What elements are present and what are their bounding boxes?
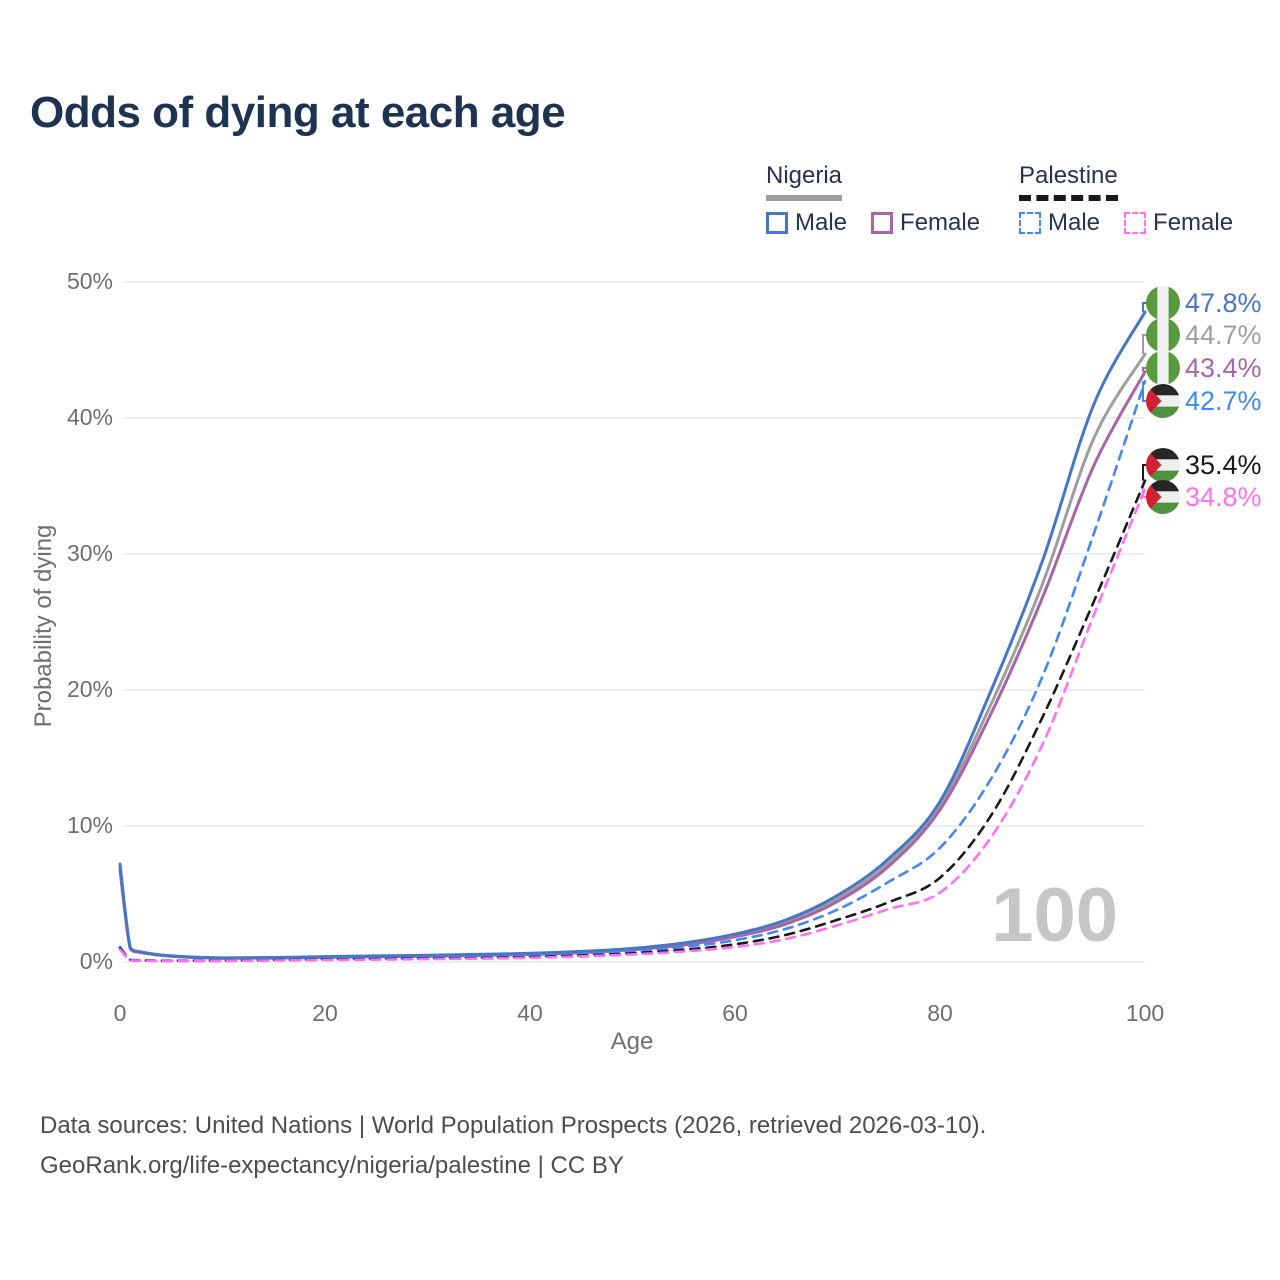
y-tick-label: 10%	[66, 812, 113, 838]
end-label-nigeria-male: 47.8%	[1146, 286, 1262, 320]
legend-country-nigeria: Nigeria	[766, 162, 843, 201]
palestine-male-swatch-icon[interactable]	[1019, 212, 1041, 234]
x-tick-label: 20	[312, 1000, 338, 1026]
y-axis-title: Probability of dying	[30, 524, 57, 728]
nigeria-flag-icon	[1146, 351, 1180, 385]
end-label-text: 35.4%	[1185, 449, 1262, 480]
x-tick-label: 0	[113, 1000, 127, 1026]
end-label-text: 34.8%	[1185, 481, 1262, 512]
end-label-palestine-male: 42.7%	[1146, 384, 1262, 418]
series-line-palestine-female[interactable]	[118, 487, 1147, 963]
nigeria-flag-icon	[1146, 318, 1180, 352]
nigeria-male-swatch-icon[interactable]	[766, 212, 788, 234]
x-tick-label: 40	[517, 1000, 543, 1026]
end-label-text: 44.7%	[1185, 319, 1262, 350]
series-line-nigeria-male[interactable]	[118, 310, 1147, 960]
legend-item-palestine-male[interactable]: Male	[1019, 209, 1100, 237]
nigeria-flag-icon	[1146, 286, 1180, 320]
legend-item-label: Female	[1153, 209, 1234, 236]
y-tick-label: 0%	[79, 948, 113, 974]
x-tick-label: 80	[927, 1000, 953, 1026]
legend-item-nigeria-male[interactable]: Male	[766, 209, 847, 237]
end-label-nigeria-all: 44.7%	[1146, 318, 1262, 352]
x-tick-label: 100	[1125, 1000, 1165, 1026]
series-line-palestine-male[interactable]	[118, 380, 1147, 962]
legend-group-nigeria: Nigeria Male Female	[766, 162, 980, 237]
palestine-female-swatch-icon[interactable]	[1124, 212, 1147, 234]
legend-group-palestine: Palestine Male Female	[1019, 162, 1233, 237]
legend-item-label: Male	[1048, 209, 1101, 236]
age-watermark: 100	[991, 873, 1118, 958]
y-tick-label: 50%	[66, 268, 113, 294]
footer-sources: Data sources: United Nations | World Pop…	[40, 1112, 987, 1139]
end-label-text: 43.4%	[1185, 352, 1262, 383]
y-tick-label: 30%	[66, 540, 113, 566]
footer-url: GeoRank.org/life-expectancy/nigeria/pale…	[40, 1152, 624, 1179]
nigeria-female-swatch-icon[interactable]	[871, 212, 894, 234]
series-line-nigeria-female[interactable]	[118, 370, 1147, 960]
end-label-text: 42.7%	[1185, 385, 1262, 416]
palestine-flag-icon	[1146, 448, 1180, 482]
y-tick-label: 20%	[66, 676, 113, 702]
end-label-text: 47.8%	[1185, 287, 1262, 318]
legend-country-palestine: Palestine	[1019, 162, 1118, 201]
end-label-palestine-all: 35.4%	[1146, 448, 1262, 482]
series-line-nigeria-all[interactable]	[118, 352, 1147, 960]
end-label-nigeria-female: 43.4%	[1146, 351, 1262, 385]
legend-item-label: Female	[900, 209, 981, 236]
legend-item-nigeria-female[interactable]: Female	[871, 209, 980, 237]
y-tick-label: 40%	[66, 404, 113, 430]
palestine-flag-icon	[1146, 384, 1180, 418]
x-tick-label: 60	[722, 1000, 748, 1026]
x-axis-title: Age	[610, 1028, 654, 1055]
page-title: Odds of dying at each age	[30, 88, 566, 137]
legend-item-label: Male	[795, 209, 848, 236]
footer: Data sources: United Nations | World Pop…	[40, 1106, 986, 1186]
palestine-flag-icon	[1146, 480, 1180, 514]
legend-item-palestine-female[interactable]: Female	[1124, 209, 1233, 237]
end-label-palestine-female: 34.8%	[1146, 480, 1262, 514]
